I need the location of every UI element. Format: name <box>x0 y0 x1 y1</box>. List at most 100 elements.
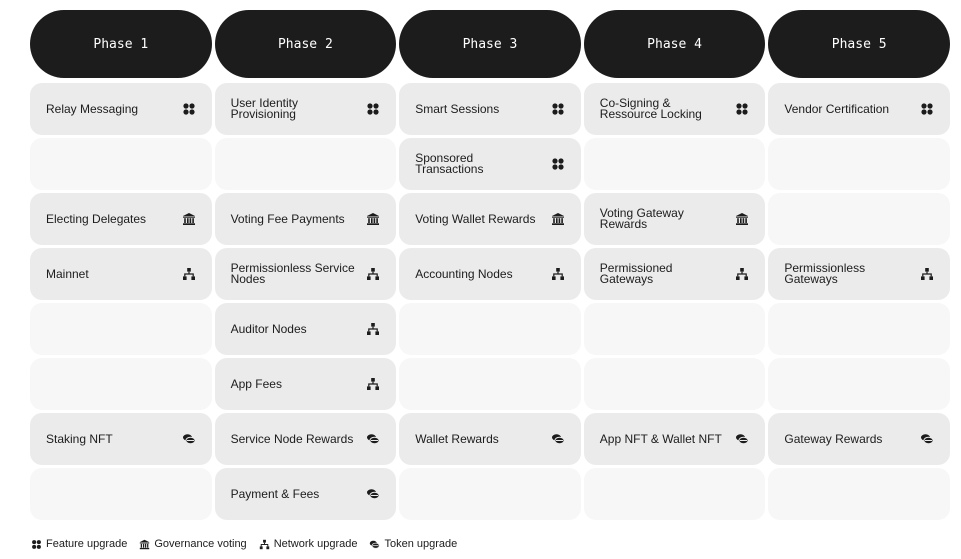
bank-icon <box>551 212 565 226</box>
legend-label: Feature upgrade <box>46 538 128 550</box>
phase-header: Phase 2 <box>214 10 397 78</box>
phase-column: Phase 3 Smart Sessions Sponsored Transacti… <box>399 10 581 523</box>
roadmap-item-label: Auditor Nodes <box>230 321 307 336</box>
roadmap-item: Permissionless Gateways <box>768 248 950 300</box>
four-dots-icon <box>551 102 565 116</box>
bank-icon <box>139 539 150 550</box>
empty-cell <box>583 468 766 520</box>
roadmap-item-label: Permissionless Service Nodes <box>230 261 355 286</box>
roadmap-item: Relay Messaging <box>30 83 212 135</box>
roadmap-item: User Identity Provisioning <box>214 83 397 135</box>
coins-icon <box>735 432 749 446</box>
phase-column: Phase 4 Co-Signing & Ressource Locking Vot… <box>583 10 766 523</box>
roadmap-item: Co-Signing & Ressource Locking <box>583 83 766 135</box>
roadmap-item: App NFT & Wallet NFT <box>583 413 766 465</box>
roadmap-item-label: User Identity Provisioning <box>230 96 298 121</box>
roadmap-item-label: Permissioned Gateways <box>599 261 673 286</box>
legend-item: Feature upgrade <box>31 538 127 550</box>
roadmap-item: Permissionless Service Nodes <box>214 248 397 300</box>
network-icon <box>735 267 749 281</box>
roadmap-item: Wallet Rewards <box>399 413 581 465</box>
roadmap-item: App Fees <box>214 358 397 410</box>
roadmap-grid: Phase 1 Relay Messaging Electing Delegates… <box>30 10 950 523</box>
roadmap-item-label: Vendor Certification <box>784 101 890 116</box>
empty-cell <box>768 138 950 190</box>
network-icon <box>259 539 270 550</box>
bank-icon <box>182 212 196 226</box>
roadmap-item: Mainnet <box>30 248 212 300</box>
roadmap-item: Accounting Nodes <box>399 248 581 300</box>
roadmap-item-label: Voting Wallet Rewards <box>415 211 536 226</box>
roadmap-item: Sponsored Transactions <box>399 138 581 190</box>
empty-cell <box>583 303 766 355</box>
phase-header: Phase 3 <box>399 10 581 78</box>
roadmap-item-label: Permissionless Gateways <box>784 261 866 286</box>
roadmap-item: Voting Fee Payments <box>214 193 397 245</box>
legend: Feature upgrade Governance voting Network … <box>31 538 457 550</box>
empty-cell <box>768 193 950 245</box>
roadmap-item-label: Electing Delegates <box>46 211 147 226</box>
roadmap-item: Gateway Rewards <box>768 413 950 465</box>
empty-cell <box>30 303 212 355</box>
roadmap-item: Vendor Certification <box>768 83 950 135</box>
roadmap-item-label: Smart Sessions <box>415 101 500 116</box>
roadmap-item-label: Wallet Rewards <box>415 431 499 446</box>
phase-header: Phase 5 <box>768 10 950 78</box>
roadmap-item: Staking NFT <box>30 413 212 465</box>
empty-cell <box>30 138 212 190</box>
roadmap-item-label: Accounting Nodes <box>415 266 513 281</box>
roadmap-item: Service Node Rewards <box>214 413 397 465</box>
legend-item: Governance voting <box>139 538 247 550</box>
roadmap-item: Auditor Nodes <box>214 303 397 355</box>
network-icon <box>366 267 380 281</box>
roadmap-item: Payment & Fees <box>214 468 397 520</box>
roadmap-item: Permissioned Gateways <box>583 248 766 300</box>
four-dots-icon <box>551 157 565 171</box>
phase-column: Phase 5 Vendor Certification Permissionles… <box>768 10 950 523</box>
roadmap-item: Electing Delegates <box>30 193 212 245</box>
network-icon <box>551 267 565 281</box>
empty-cell <box>399 303 581 355</box>
coins-icon <box>366 432 380 446</box>
four-dots-icon <box>31 539 42 550</box>
roadmap-item-label: App Fees <box>230 376 282 391</box>
network-icon <box>182 267 196 281</box>
empty-cell <box>768 358 950 410</box>
legend-label: Token upgrade <box>384 538 458 550</box>
legend-item: Network upgrade <box>259 538 358 550</box>
four-dots-icon <box>920 102 934 116</box>
network-icon <box>366 377 380 391</box>
coins-icon <box>366 487 380 501</box>
roadmap-item-label: Voting Gateway Rewards <box>599 206 684 231</box>
bank-icon <box>735 212 749 226</box>
roadmap-item-label: Payment & Fees <box>230 486 320 501</box>
four-dots-icon <box>182 102 196 116</box>
roadmap-item: Smart Sessions <box>399 83 581 135</box>
bank-icon <box>366 212 380 226</box>
empty-cell <box>583 358 766 410</box>
roadmap-item-label: Sponsored Transactions <box>415 151 484 176</box>
empty-cell <box>30 358 212 410</box>
four-dots-icon <box>735 102 749 116</box>
empty-cell <box>399 468 581 520</box>
phase-column: Phase 1 Relay Messaging Electing Delegates… <box>30 10 212 523</box>
roadmap-item: Voting Wallet Rewards <box>399 193 581 245</box>
roadmap-item-label: Gateway Rewards <box>784 431 883 446</box>
four-dots-icon <box>366 102 380 116</box>
network-icon <box>920 267 934 281</box>
empty-cell <box>768 303 950 355</box>
roadmap-item-label: Co-Signing & Ressource Locking <box>599 96 702 121</box>
roadmap-item-label: Service Node Rewards <box>230 431 354 446</box>
empty-cell <box>399 358 581 410</box>
roadmap-item-label: Relay Messaging <box>46 101 139 116</box>
empty-cell <box>583 138 766 190</box>
legend-label: Governance voting <box>154 538 247 550</box>
phase-column: Phase 2 User Identity Provisioning Voting … <box>214 10 397 523</box>
coins-icon <box>551 432 565 446</box>
network-icon <box>366 322 380 336</box>
empty-cell <box>768 468 950 520</box>
roadmap-item-label: App NFT & Wallet NFT <box>599 431 722 446</box>
phase-header: Phase 1 <box>30 10 212 78</box>
empty-cell <box>214 138 397 190</box>
legend-label: Network upgrade <box>273 538 358 550</box>
